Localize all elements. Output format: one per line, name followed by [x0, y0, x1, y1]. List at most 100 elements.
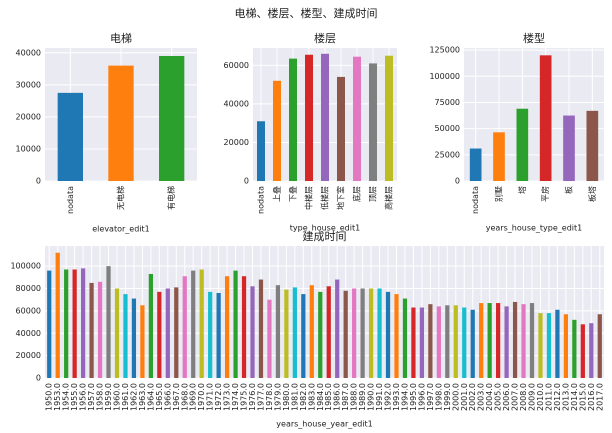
- bar: [267, 299, 272, 378]
- bar: [462, 307, 467, 378]
- x-tick-label: 1978.0: [265, 383, 274, 411]
- x-tick-label: 1981.0: [290, 383, 299, 411]
- bar: [512, 301, 518, 378]
- x-tick-label: 1960.0: [112, 383, 121, 411]
- bar: [597, 314, 602, 378]
- x-tick-label: 1965.0: [155, 383, 164, 411]
- x-tick-label: 上叠: [273, 186, 282, 202]
- y-tick-label: 10000: [16, 144, 41, 153]
- x-tick-label: 2009.0: [528, 383, 537, 411]
- x-tick-label: 1977.0: [256, 383, 265, 411]
- bar: [353, 56, 361, 181]
- x-tick-label: 1985.0: [324, 383, 333, 411]
- y-tick-label: 60000: [224, 61, 249, 70]
- x-tick-label: 2014.0: [570, 383, 579, 411]
- bar: [165, 288, 170, 378]
- bar: [555, 309, 560, 378]
- bar: [148, 273, 153, 378]
- x-tick-label: 1966.0: [163, 383, 172, 411]
- x-tick-label: 1988.0: [350, 383, 359, 411]
- y-tick-label: 125000: [429, 46, 460, 55]
- bar: [539, 55, 552, 182]
- bar: [453, 305, 458, 378]
- bar: [309, 285, 314, 378]
- bar: [301, 294, 306, 378]
- x-tick-label: 平房: [540, 186, 550, 202]
- x-tick-label: 2003.0: [477, 383, 486, 411]
- x-tick-label: 1971.0: [206, 383, 215, 411]
- bar: [108, 65, 134, 181]
- bar: [589, 323, 594, 378]
- chart-title: 电梯: [110, 32, 132, 45]
- bar: [586, 110, 599, 181]
- x-tick-label: 1993.0: [392, 383, 401, 411]
- bar: [394, 294, 399, 378]
- bar: [57, 92, 83, 181]
- bar: [411, 307, 416, 378]
- x-tick-label: 1964.0: [146, 383, 155, 411]
- x-tick-label: 1958.0: [96, 383, 105, 411]
- bar: [445, 305, 450, 378]
- bar: [326, 286, 331, 378]
- bar: [182, 276, 187, 378]
- bar: [580, 324, 585, 378]
- y-tick-label: 80000: [16, 284, 41, 293]
- bar: [55, 252, 60, 378]
- x-tick-label: 1987.0: [341, 383, 350, 411]
- x-tick-label: 1969.0: [189, 383, 198, 411]
- x-tick-label: 1983.0: [307, 383, 316, 411]
- bar: [224, 276, 230, 378]
- bar: [199, 269, 204, 378]
- x-tick-label: 1982.0: [299, 383, 308, 411]
- bar: [428, 304, 433, 378]
- bar: [80, 268, 86, 378]
- bar: [563, 314, 569, 378]
- x-tick-label: nodata: [257, 186, 266, 214]
- x-tick-label: 1990.0: [367, 383, 376, 411]
- chart-title: 楼型: [523, 31, 545, 45]
- x-tick-label: 1953.0: [53, 383, 62, 411]
- chart-title: 楼层: [314, 31, 336, 45]
- bar: [97, 281, 103, 378]
- bar: [131, 298, 137, 378]
- bar: [258, 279, 264, 378]
- x-tick-label: 1972.0: [214, 383, 223, 411]
- x-tick-label: 1995.0: [409, 383, 418, 411]
- x-tick-label: 2004.0: [485, 383, 494, 411]
- bar: [47, 270, 52, 378]
- bar: [174, 287, 179, 378]
- x-tick-label: 1963.0: [138, 383, 147, 411]
- bar: [159, 56, 185, 181]
- figure-title: 电梯、楼层、楼型、建成时间: [235, 6, 378, 20]
- x-tick-label: 1955.0: [70, 383, 79, 411]
- bar: [337, 76, 345, 181]
- x-tick-label: 底层: [352, 186, 362, 202]
- bar: [216, 292, 221, 378]
- x-tick-label: 1959.0: [104, 383, 113, 411]
- x-tick-label: 1980.0: [282, 383, 291, 411]
- x-tick-label: 2006.0: [502, 383, 511, 411]
- y-tick-label: 20000: [16, 351, 41, 360]
- x-axis-label: elevator_edit1: [92, 225, 149, 234]
- bar: [402, 298, 408, 378]
- x-tick-label: 1954.0: [62, 383, 71, 411]
- y-tick-label: 60000: [16, 306, 41, 315]
- x-tick-label: 1956.0: [79, 383, 88, 411]
- bar: [273, 80, 281, 181]
- y-tick-label: 25000: [435, 150, 460, 159]
- bar: [335, 279, 340, 378]
- x-tick-label: 板: [564, 186, 574, 194]
- bar: [275, 285, 281, 378]
- y-tick-label: 0: [36, 177, 41, 186]
- x-tick-label: 板塔: [587, 186, 597, 202]
- x-tick-label: 2008.0: [519, 383, 528, 411]
- bar: [360, 288, 365, 378]
- y-tick-label: 40000: [16, 329, 41, 338]
- x-tick-label: 中楼层: [304, 186, 314, 210]
- bar: [352, 288, 357, 378]
- x-tick-label: 1974.0: [231, 383, 240, 411]
- x-tick-label: 高楼层: [384, 186, 394, 210]
- x-tick-label: 1989.0: [358, 383, 367, 411]
- x-tick-label: 1999.0: [443, 383, 452, 411]
